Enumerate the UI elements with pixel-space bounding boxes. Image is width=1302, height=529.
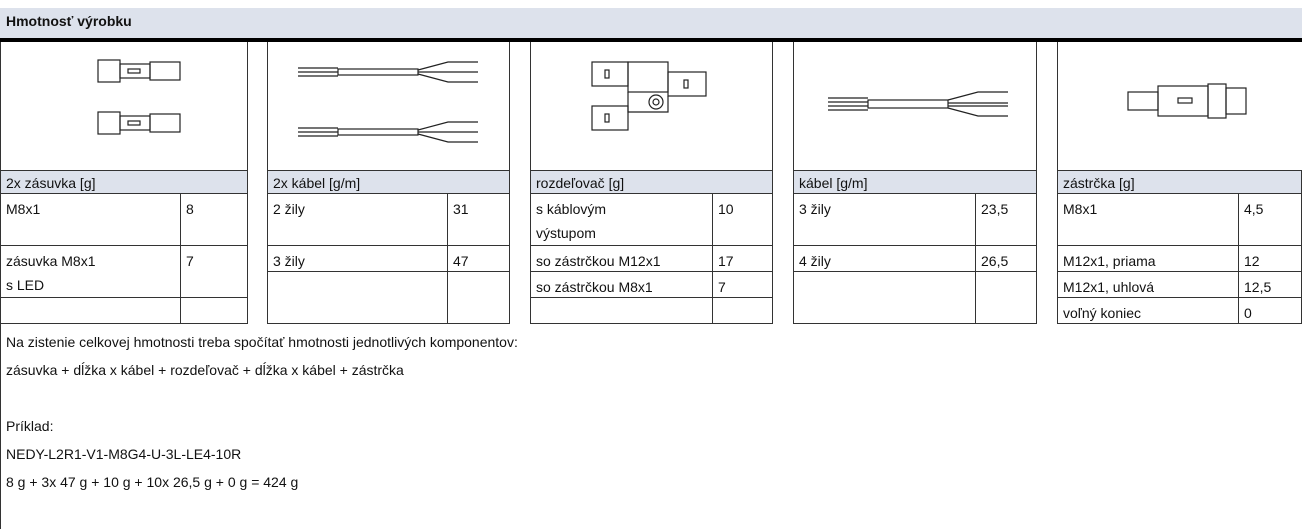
row-value: 10 [712, 194, 773, 246]
socket-icon [97, 59, 181, 135]
row-label: zásuvka M8x1 s LED [0, 246, 180, 298]
note-line: NEDY-L2R1-V1-M8G4-U-3L-LE4-10R [6, 446, 242, 462]
row-value: 4,5 [1238, 194, 1302, 246]
row-label [530, 298, 712, 324]
row-label: M12x1, priama [1057, 246, 1238, 272]
note-line: 8 g + 3x 47 g + 10 g + 10x 26,5 g + 0 g … [6, 474, 299, 490]
row-value: 7 [712, 272, 773, 298]
row-label: 2 žily [267, 194, 447, 246]
group-label: rozdeľovač [g] [530, 170, 773, 194]
note-line: Na zistenie celkovej hmotnosti treba spo… [6, 334, 518, 350]
row-value [447, 272, 510, 324]
group-label: zástrčka [g] [1057, 170, 1302, 194]
row-value: 31 [447, 194, 510, 246]
image-frame [793, 42, 1037, 170]
group-label: 2x kábel [g/m] [267, 170, 510, 194]
row-label: s káblovým výstupom [530, 194, 712, 246]
rule [0, 38, 1302, 42]
note-line: Príklad: [6, 418, 54, 434]
row-label [793, 272, 975, 324]
row-label [267, 272, 447, 324]
note-line: zásuvka + dĺžka x kábel + rozdeľovač + d… [6, 362, 404, 378]
row-label: 3 žily [267, 246, 447, 272]
row-label: M8x1 [1057, 194, 1238, 246]
row-value [180, 298, 248, 324]
row-value: 8 [180, 194, 248, 246]
row-value: 23,5 [975, 194, 1037, 246]
image-frame [1057, 42, 1302, 170]
row-value: 12 [1238, 246, 1302, 272]
row-value [975, 272, 1037, 324]
row-value: 17 [712, 246, 773, 272]
cable-icon [298, 61, 478, 143]
title: Hmotnosť výrobku [0, 8, 1302, 38]
row-label: 3 žily [793, 194, 975, 246]
notes-frame [0, 324, 1302, 529]
image-frame [267, 42, 510, 170]
row-value: 26,5 [975, 246, 1037, 272]
cable-icon [828, 91, 1008, 117]
row-label: M8x1 [0, 194, 180, 246]
row-label: M12x1, uhlová [1057, 272, 1238, 298]
image-frame [530, 42, 773, 170]
group-label: 2x zásuvka [g] [0, 170, 248, 194]
row-value [712, 298, 773, 324]
illustrations [97, 59, 1247, 143]
splitter-icon [591, 61, 707, 131]
image-frame [0, 42, 248, 170]
row-label: 4 žily [793, 246, 975, 272]
row-value: 7 [180, 246, 248, 298]
row-value: 0 [1238, 298, 1302, 324]
row-label: so zástrčkou M8x1 [530, 272, 712, 298]
row-value: 47 [447, 246, 510, 272]
row-label [0, 298, 180, 324]
row-label: voľný koniec [1057, 298, 1238, 324]
group-label: kábel [g/m] [793, 170, 1037, 194]
row-label: so zástrčkou M12x1 [530, 246, 712, 272]
row-value: 12,5 [1238, 272, 1302, 298]
plug-icon [1127, 83, 1247, 119]
